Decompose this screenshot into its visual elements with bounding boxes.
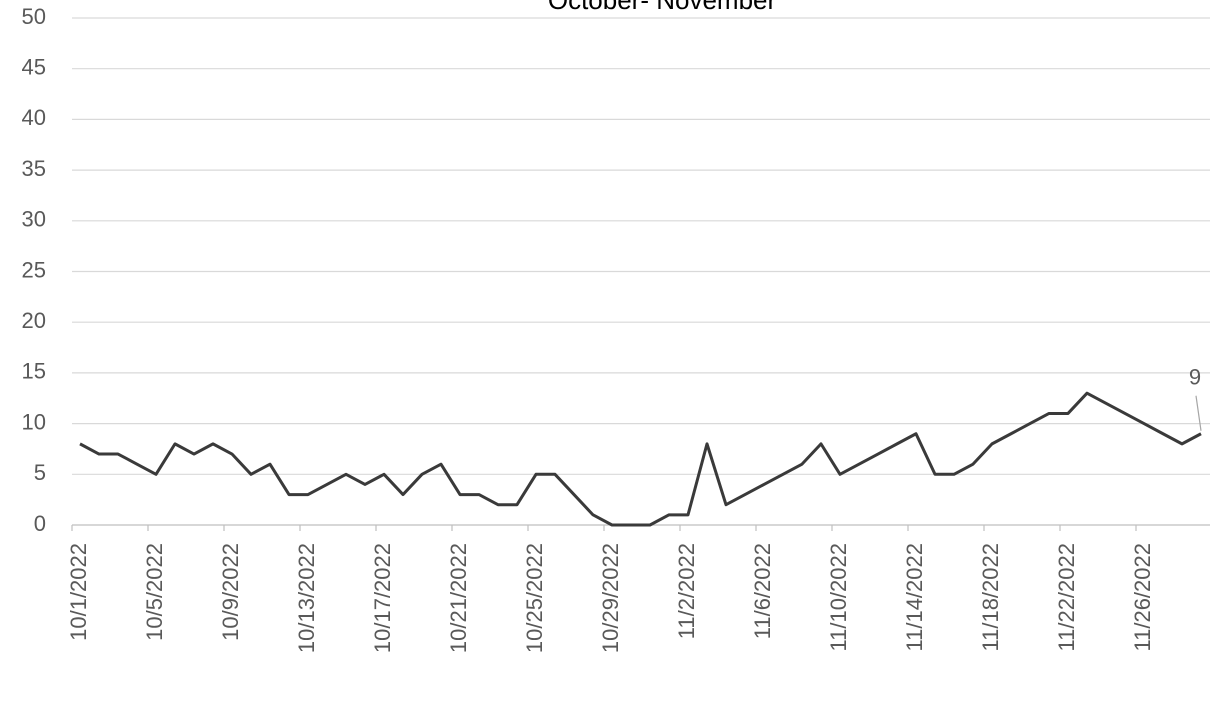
x-tick-label: 11/18/2022	[978, 543, 1003, 651]
x-tick-label: 11/10/2022	[826, 543, 851, 651]
leader-line	[1195, 395, 1202, 431]
y-tick-label: 50	[22, 4, 46, 29]
x-tick-label: 11/6/2022	[750, 543, 775, 639]
x-tick-label: 11/2/2022	[674, 543, 699, 639]
y-tick-label: 15	[22, 359, 46, 384]
y-tick-label: 45	[22, 55, 46, 80]
x-tick-label: 10/5/2022	[142, 543, 167, 641]
y-tick-label: 10	[22, 409, 46, 434]
y-tick-label: 40	[22, 105, 46, 130]
y-tick-label: 30	[22, 207, 46, 232]
x-tick-label: 11/22/2022	[1054, 543, 1079, 651]
data-label: 9	[1189, 365, 1201, 390]
x-tick-label: 10/25/2022	[522, 543, 547, 653]
line-series	[79, 391, 1202, 527]
x-tick-label: 10/21/2022	[446, 543, 471, 653]
y-tick-label: 20	[22, 308, 46, 333]
x-tick-label: 10/29/2022	[598, 543, 623, 653]
y-tick-label: 0	[34, 511, 46, 536]
x-tick-label: 10/17/2022	[370, 543, 395, 653]
x-tick-label: 10/1/2022	[66, 543, 91, 641]
y-tick-label: 5	[34, 460, 46, 485]
chart-title: October- November	[548, 0, 777, 15]
x-tick-label: 11/26/2022	[1130, 543, 1155, 651]
y-tick-label: 25	[22, 257, 46, 282]
x-tick-label: 10/13/2022	[294, 543, 319, 653]
y-tick-label: 35	[22, 156, 46, 181]
x-tick-label: 11/14/2022	[902, 543, 927, 651]
x-tick-label: 10/9/2022	[218, 543, 243, 641]
